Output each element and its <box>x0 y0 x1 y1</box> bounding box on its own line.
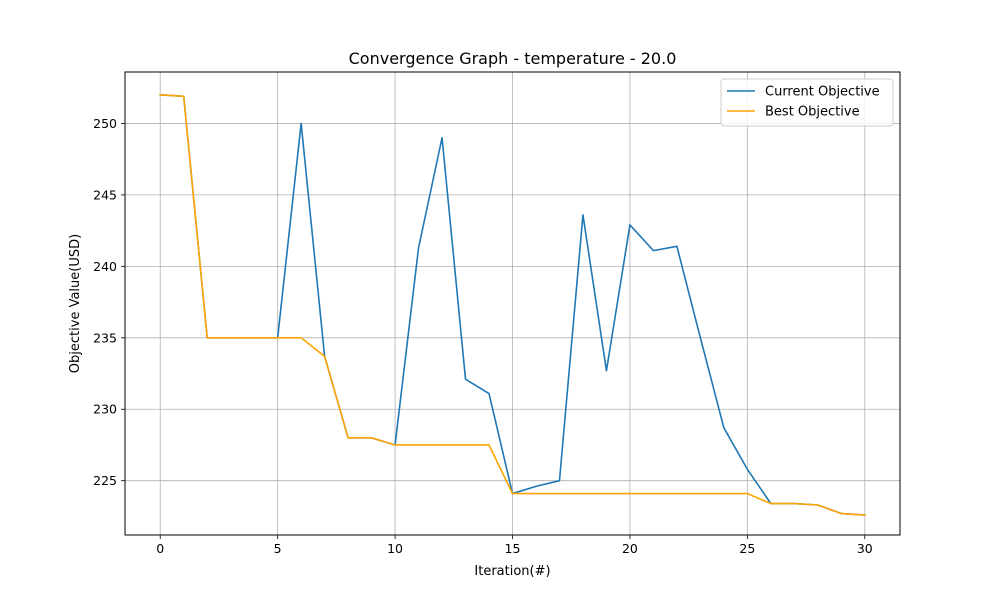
chart-title: Convergence Graph - temperature - 20.0 <box>349 49 677 68</box>
x-tick-label: 25 <box>739 541 755 556</box>
y-tick-label: 235 <box>93 330 117 345</box>
series-line-best-objective <box>159 94 866 516</box>
legend: Current Objective Best Objective <box>720 78 894 127</box>
x-tick-label: 15 <box>505 541 521 556</box>
legend-label-best: Best Objective <box>765 105 860 120</box>
x-tick-label: 10 <box>387 541 403 556</box>
y-tick-label: 240 <box>93 259 117 274</box>
y-tick-label: 245 <box>93 187 117 202</box>
legend-label-current: Current Objective <box>765 85 880 100</box>
x-tick-label: 20 <box>622 541 638 556</box>
y-tick-label: 225 <box>93 473 117 488</box>
grid-lines <box>125 72 900 535</box>
y-axis-label: Objective Value(USD) <box>68 234 83 373</box>
axis-ticks: 0 5 10 15 20 25 30 225 230 235 240 245 250 <box>93 116 873 556</box>
x-axis-label: Iteration(#) <box>474 564 550 579</box>
x-tick-label: 0 <box>156 541 164 556</box>
legend-box <box>720 78 894 127</box>
y-tick-label: 230 <box>93 402 117 417</box>
x-tick-label: 30 <box>857 541 873 556</box>
y-tick-label: 250 <box>93 116 117 131</box>
x-tick-label: 5 <box>274 541 282 556</box>
series-lines <box>159 94 866 516</box>
